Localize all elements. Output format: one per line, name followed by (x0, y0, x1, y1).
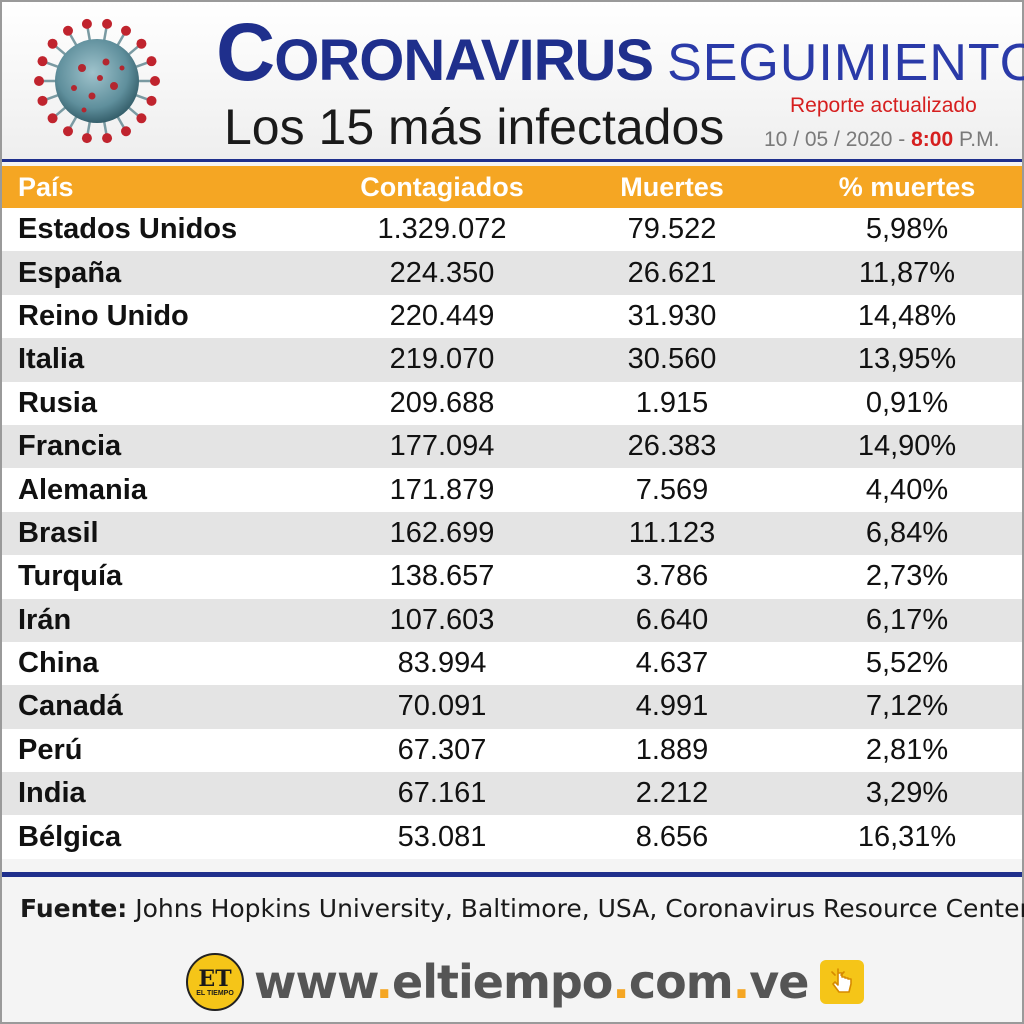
value-cell: 14,48% (857, 299, 957, 332)
table-row: Alemania 171.879 7.569 4,40% (2, 468, 1022, 512)
header: CORONAVIRUS SEGUIMIENTO Los 15 más infec… (2, 2, 1024, 160)
table-row: Perú 67.307 1.889 2,81% (2, 728, 1022, 773)
value-cell: 4,40% (865, 473, 949, 506)
data-table: País Contagiados Muertes % muertes Estad… (2, 166, 1022, 859)
value-cell: 6,17% (865, 603, 949, 636)
table-row: India 67.161 2.212 3,29% (2, 772, 1022, 816)
value-cell: 1.889 (635, 733, 709, 766)
value-cell: 30.560 (627, 343, 717, 376)
value-cell: 177.094 (389, 430, 495, 463)
footer-divider (2, 872, 1022, 877)
value-cell: 79.522 (627, 213, 717, 246)
value-cell: 67.161 (397, 777, 487, 810)
value-cell: 4.637 (635, 647, 709, 680)
value-cell: 11.123 (628, 516, 716, 549)
title-sub: SEGUIMIENTO (667, 34, 1024, 92)
country-cell: Rusia (18, 386, 97, 419)
value-cell: 219.070 (389, 343, 495, 376)
value-cell: 3,29% (865, 777, 949, 810)
country-cell: China (18, 647, 99, 680)
value-cell: 107.603 (389, 603, 495, 636)
value-cell: 162.699 (389, 516, 495, 549)
value-cell: 3.786 (635, 560, 709, 593)
table-row: España 224.350 26.621 11,87% (2, 251, 1022, 295)
value-cell: 171.879 (389, 473, 495, 506)
eltiempo-logo: ET EL TIEMPO (186, 953, 244, 1011)
column-header: País (18, 171, 74, 202)
value-cell: 5,52% (865, 647, 949, 680)
value-cell: 67.307 (397, 733, 487, 766)
page-title: CORONAVIRUS SEGUIMIENTO (216, 6, 1024, 98)
value-cell: 26.621 (627, 256, 717, 289)
value-cell: 6,84% (865, 516, 949, 549)
value-cell: 16,31% (857, 820, 957, 853)
value-cell: 2.212 (635, 777, 709, 810)
value-cell: 224.350 (389, 256, 495, 289)
report-label: Reporte actualizado (790, 94, 977, 117)
value-cell: 11,87% (858, 256, 956, 289)
subtitle: Los 15 más infectados (224, 99, 725, 155)
table-row: Rusia 209.688 1.915 0,91% (2, 381, 1022, 425)
column-header: Contagiados (360, 171, 524, 202)
value-cell: 8.656 (635, 820, 709, 853)
country-cell: Irán (18, 603, 72, 636)
table-row: Irán 107.603 6.640 6,17% (2, 598, 1022, 642)
value-cell: 5,98% (865, 213, 949, 246)
country-cell: Canadá (18, 690, 123, 723)
table-row: Bélgica 53.081 8.656 16,31% (2, 815, 1022, 859)
value-cell: 4.991 (635, 690, 709, 723)
country-cell: España (18, 256, 122, 289)
column-header: Muertes (620, 171, 724, 202)
value-cell: 7.569 (635, 473, 709, 506)
value-cell: 6.640 (635, 603, 709, 636)
table-row: China 83.994 4.637 5,52% (2, 641, 1022, 686)
value-cell: 53.081 (397, 820, 487, 853)
country-cell: India (18, 777, 86, 810)
value-cell: 26.383 (627, 430, 717, 463)
value-cell: 70.091 (397, 690, 487, 723)
coronavirus-icon (34, 18, 160, 144)
value-cell: 31.930 (627, 299, 717, 332)
country-cell: Brasil (18, 516, 99, 549)
table-row: Reino Unido 220.449 31.930 14,48% (2, 294, 1022, 339)
country-cell: Reino Unido (18, 299, 189, 332)
country-cell: Turquía (18, 560, 123, 593)
value-cell: 2,81% (865, 733, 949, 766)
country-cell: Perú (18, 733, 83, 766)
value-cell: 220.449 (389, 299, 495, 332)
value-cell: 83.994 (397, 647, 487, 680)
report-date: 10 / 05 / 2020 - 8:00 P.M. (764, 128, 1000, 151)
value-cell: 1.915 (635, 386, 709, 419)
table-row: Brasil 162.699 11.123 6,84% (2, 511, 1022, 556)
country-cell: Italia (18, 343, 85, 376)
title-main: CORONAVIRUS (216, 7, 654, 98)
value-cell: 7,12% (865, 690, 949, 723)
table-row: Canadá 70.091 4.991 7,12% (2, 685, 1022, 729)
table-body: Estados Unidos 1.329.072 79.522 5,98% España… (2, 208, 1022, 859)
table-header: País Contagiados Muertes % muertes (2, 166, 1022, 208)
country-cell: Estados Unidos (18, 213, 238, 246)
country-cell: Francia (18, 430, 122, 463)
table-row: Italia 219.070 30.560 13,95% (2, 338, 1022, 382)
value-cell: 14,90% (857, 430, 957, 463)
header-divider (2, 159, 1022, 162)
table-row: Turquía 138.657 3.786 2,73% (2, 555, 1022, 599)
country-cell: Bélgica (18, 820, 122, 853)
value-cell: 209.688 (389, 386, 495, 419)
value-cell: 1.329.072 (377, 213, 507, 246)
column-header: % muertes (838, 171, 976, 202)
website-url[interactable]: www.eltiempo.com.ve (254, 955, 809, 1009)
source-note: Fuente: Johns Hopkins University, Baltim… (20, 894, 1024, 923)
value-cell: 13,95% (857, 343, 957, 376)
hand-pointer-icon (820, 960, 865, 1004)
value-cell: 138.657 (389, 560, 495, 593)
table-row: Estados Unidos 1.329.072 79.522 5,98% (2, 208, 1022, 252)
website-banner: ET EL TIEMPO www.eltiempo.com.ve (186, 950, 865, 1014)
value-cell: 2,73% (865, 560, 949, 593)
country-cell: Alemania (18, 473, 147, 506)
table-row: Francia 177.094 26.383 14,90% (2, 424, 1022, 469)
value-cell: 0,91% (865, 386, 949, 419)
